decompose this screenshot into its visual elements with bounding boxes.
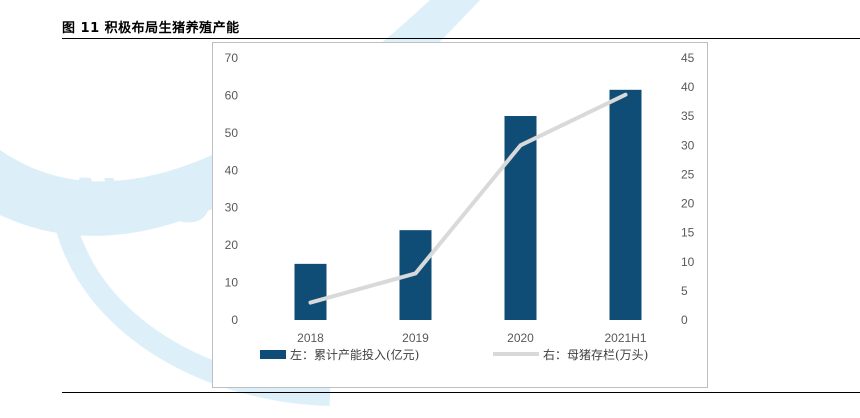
right-axis-tick-label: 40 xyxy=(681,80,695,94)
bar-series xyxy=(294,89,642,320)
sow-inventory-line xyxy=(308,92,628,305)
legend-bar-swatch xyxy=(260,350,286,359)
right-axis-tick-label: 35 xyxy=(681,109,695,123)
right-axis-tick-label: 45 xyxy=(681,51,695,65)
bar-2018 xyxy=(294,263,327,320)
left-axis-tick-label: 0 xyxy=(231,313,238,327)
legend-line-label: 右：母猪存栏(万头) xyxy=(543,347,648,362)
right-axis: 0 5 10 15 20 25 30 35 40 45 xyxy=(681,51,695,327)
x-axis-tick-label: 2018 xyxy=(297,331,324,345)
figure-title: 图 11 积极布局生猪养殖产能 xyxy=(62,21,240,36)
x-axis-tick-label: 2021H1 xyxy=(604,331,646,345)
legend-bar-label: 左：累计产能投入(亿元) xyxy=(290,347,419,362)
left-axis-tick-label: 40 xyxy=(225,163,239,177)
x-axis-tick-label: 2019 xyxy=(402,331,429,345)
right-axis-tick-label: 30 xyxy=(681,138,695,152)
left-axis-tick-label: 60 xyxy=(225,88,239,102)
line-series xyxy=(308,92,628,305)
bar-2020 xyxy=(504,116,537,320)
bar-2021H1 xyxy=(609,89,642,320)
watermark-text: AVIC xyxy=(62,164,210,236)
chart-frame: 0 10 20 30 40 50 60 70 0 5 10 15 20 25 30 35 40 45 2018 2… xyxy=(212,42,708,388)
legend: 左：累计产能投入(亿元) 右：母猪存栏(万头) xyxy=(260,347,648,362)
x-axis-tick-label: 2020 xyxy=(507,331,534,345)
left-axis: 0 10 20 30 40 50 60 70 xyxy=(225,51,239,327)
bottom-rule xyxy=(62,392,860,393)
right-axis-tick-label: 5 xyxy=(681,284,688,298)
right-axis-tick-label: 15 xyxy=(681,226,695,240)
right-axis-tick-label: 10 xyxy=(681,255,695,269)
right-axis-tick-label: 20 xyxy=(681,197,695,211)
left-axis-tick-label: 50 xyxy=(225,126,239,140)
right-axis-tick-label: 0 xyxy=(681,313,688,327)
watermark-arc xyxy=(49,179,331,406)
left-axis-tick-label: 20 xyxy=(225,238,239,252)
left-axis-tick-label: 70 xyxy=(225,51,239,65)
left-axis-tick-label: 10 xyxy=(225,276,239,290)
top-rule xyxy=(62,38,860,39)
left-axis-tick-label: 30 xyxy=(225,201,239,215)
x-axis: 2018 2019 2020 2021H1 xyxy=(297,331,647,345)
right-axis-tick-label: 25 xyxy=(681,167,695,181)
